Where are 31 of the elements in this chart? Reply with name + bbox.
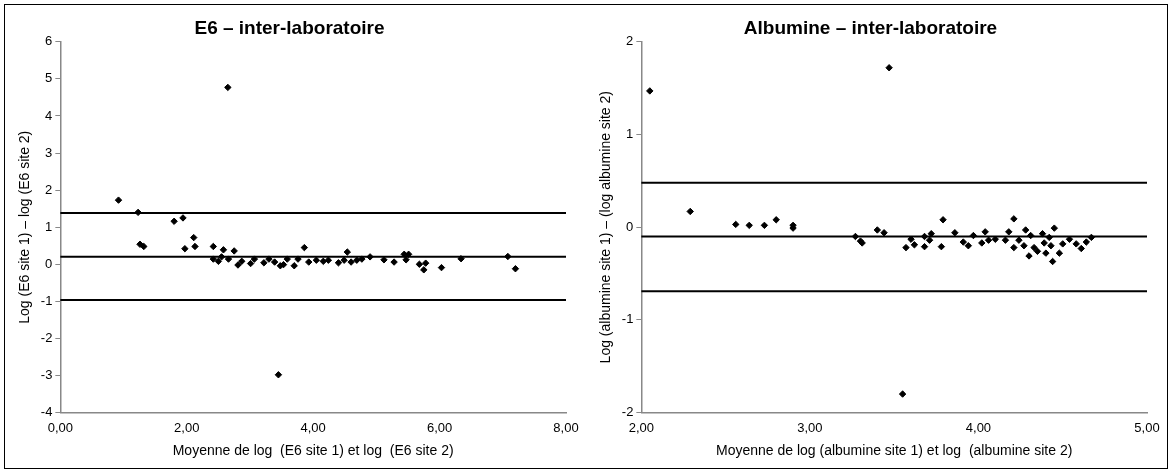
x-tick-label: 3,00 xyxy=(797,419,823,435)
x-tick-label: 0,00 xyxy=(47,419,74,435)
y-tick-label: 0 xyxy=(45,255,53,271)
x-tick-label: 8,00 xyxy=(553,419,579,435)
x-tick-label: 4,00 xyxy=(300,419,326,435)
y-axis-title: Log (E6 site 1) – log (E6 site 2) xyxy=(16,130,33,324)
y-tick-label: 3 xyxy=(45,144,53,160)
x-tick-label: 2,00 xyxy=(174,419,200,435)
chart-title: Albumine – inter-laboratoire xyxy=(743,16,998,38)
y-tick-label: 4 xyxy=(45,107,53,123)
x-axis-title: Moyenne de log (albumine site 1) et log (albumine site 2) xyxy=(715,442,1073,459)
y-tick-label: 1 xyxy=(626,126,634,142)
y-tick-label: 0 xyxy=(626,218,634,234)
y-tick-label: 2 xyxy=(626,33,634,49)
y-tick-label: 6 xyxy=(45,33,53,49)
y-tick-label: -4 xyxy=(40,404,53,420)
y-tick-label: -1 xyxy=(40,292,53,308)
y-tick-label: 1 xyxy=(45,218,53,234)
y-tick-label: 2 xyxy=(45,181,53,197)
x-tick-label: 5,00 xyxy=(1134,419,1160,435)
x-tick-label: 2,00 xyxy=(628,419,655,435)
x-tick-label: 4,00 xyxy=(965,419,992,435)
y-tick-label: -3 xyxy=(40,367,53,383)
chart-title: E6 – inter-laboratoire xyxy=(194,16,385,38)
y-axis-title: Log (albumine site 1) – (log albumine site 2) xyxy=(597,91,614,364)
x-tick-label: 6,00 xyxy=(426,419,453,435)
y-tick-label: -1 xyxy=(621,311,634,327)
x-axis-title: Moyenne de log (E6 site 1) et log (E6 site 2) xyxy=(172,442,454,459)
y-tick-label: 5 xyxy=(45,70,53,86)
y-tick-label: -2 xyxy=(40,330,53,346)
y-tick-label: -2 xyxy=(621,404,634,420)
